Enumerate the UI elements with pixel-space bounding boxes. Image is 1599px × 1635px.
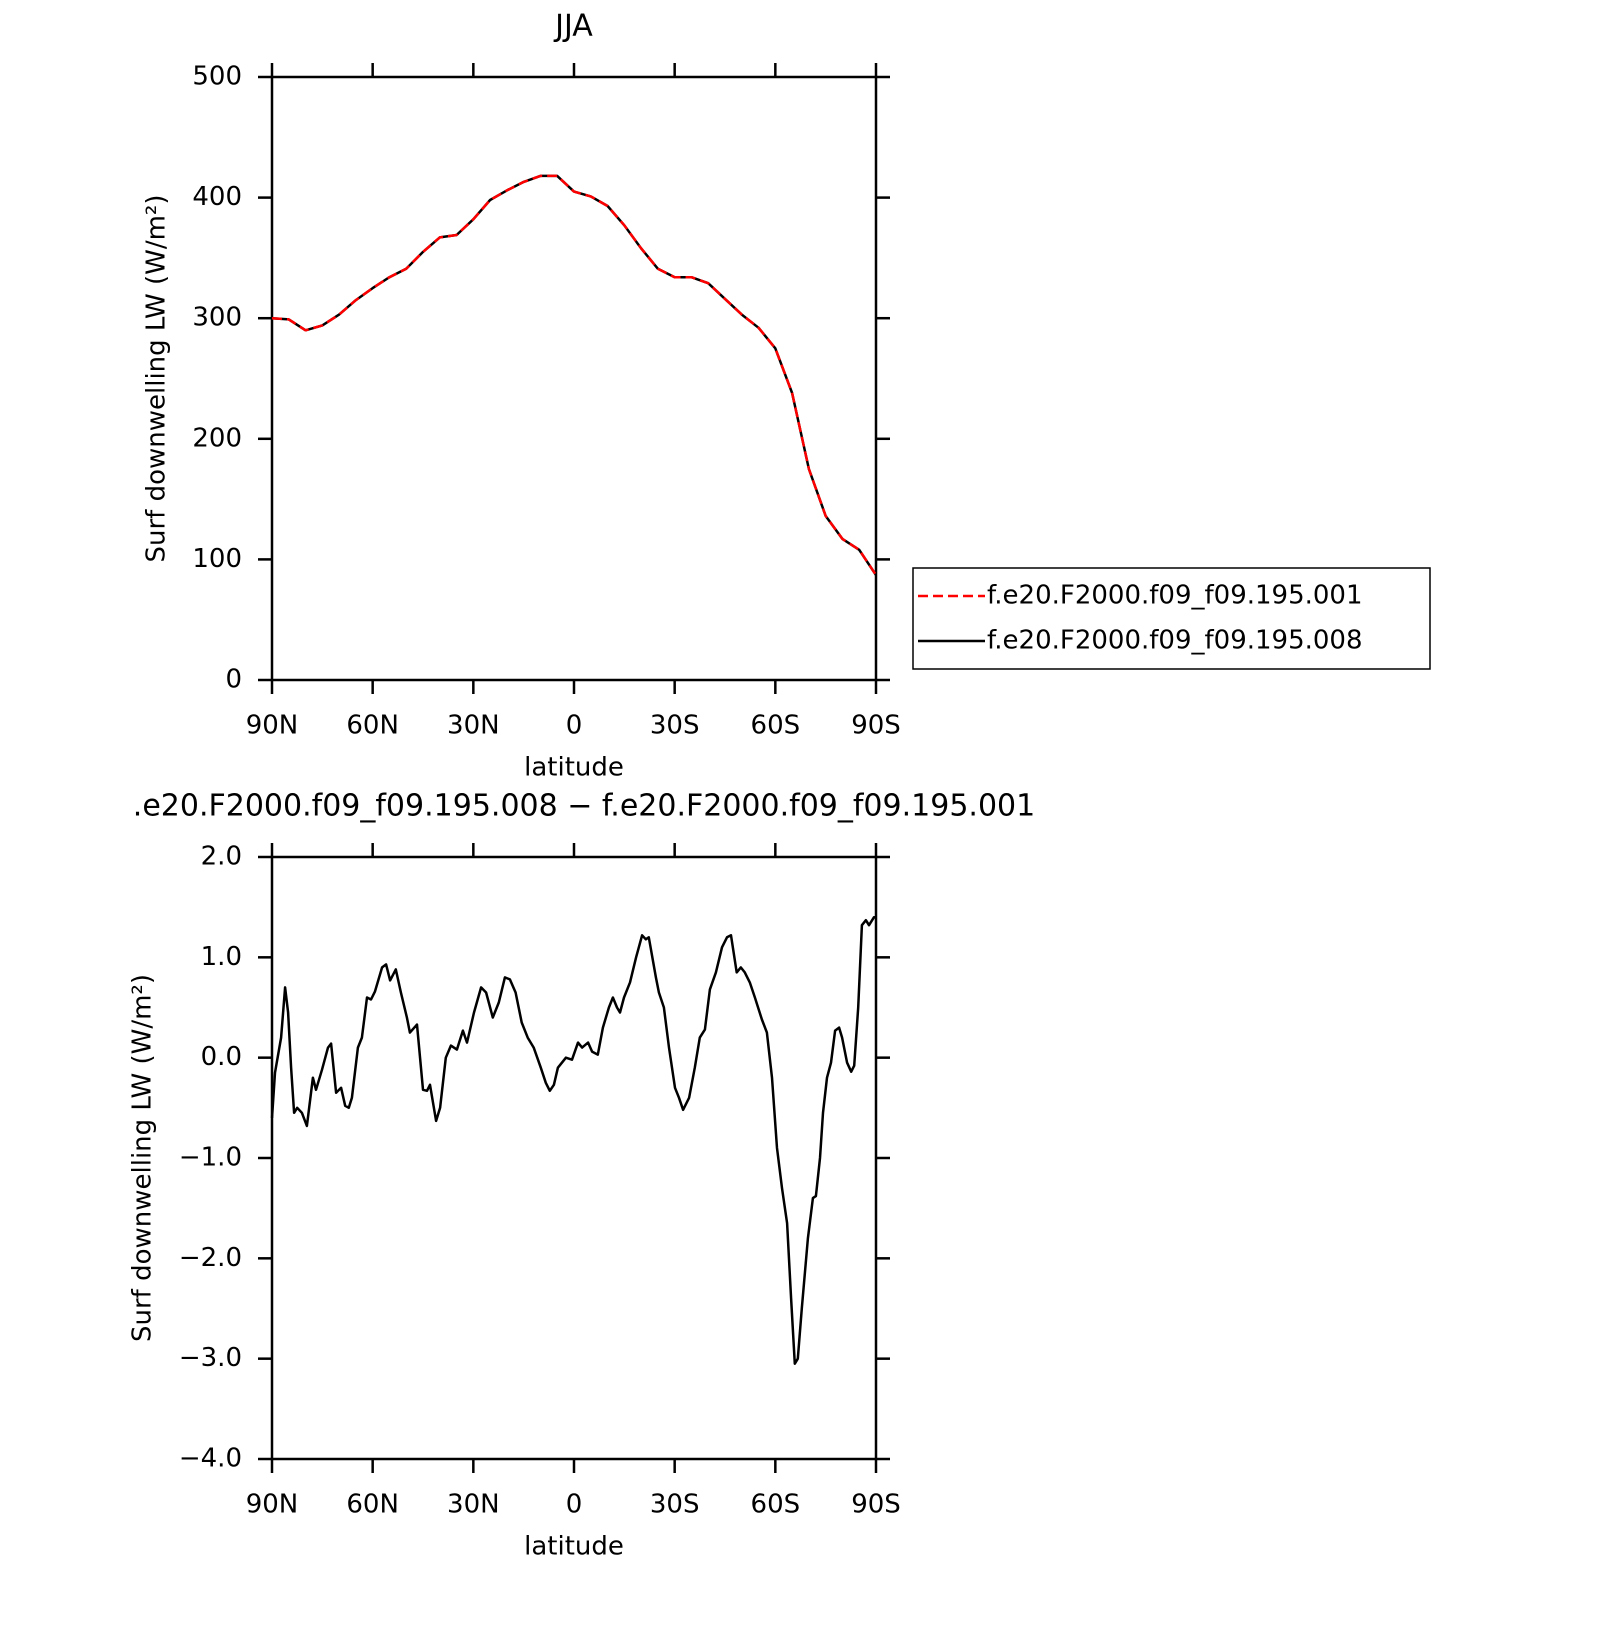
- y-tick-label: −2.0: [179, 1243, 242, 1273]
- x-tick-label: 90S: [851, 711, 901, 741]
- y-tick-label: −3.0: [179, 1343, 242, 1373]
- y-tick-label: 400: [192, 182, 242, 212]
- x-tick-label: 0: [566, 711, 583, 741]
- x-axis-label: latitude: [524, 753, 624, 783]
- y-tick-label: 2.0: [201, 842, 242, 872]
- x-tick-label: 0: [566, 1490, 583, 1520]
- x-tick-label: 30S: [650, 1490, 700, 1520]
- y-tick-label: 200: [192, 423, 242, 453]
- legend-box: [912, 567, 1431, 670]
- data-line: [270, 915, 876, 1365]
- plot-frame: [270, 855, 878, 1461]
- x-tick-label: 90S: [851, 1490, 901, 1520]
- x-tick-label: 30N: [447, 711, 500, 741]
- legend-label: f.e20.F2000.f09_f09.195.008: [987, 626, 1363, 656]
- y-tick-label: −1.0: [179, 1143, 242, 1173]
- x-tick-label: 60S: [751, 1490, 801, 1520]
- x-tick-label: 30N: [447, 1490, 500, 1520]
- y-tick-label: 0.0: [201, 1042, 242, 1072]
- y-tick-label: 300: [192, 303, 242, 333]
- x-tick-label: 30S: [650, 711, 700, 741]
- x-tick-label: 90N: [246, 1490, 299, 1520]
- x-tick-label: 60N: [346, 711, 399, 741]
- data-line: [271, 174, 878, 576]
- y-axis-label: Surf downwelling LW (W/m²): [142, 195, 172, 563]
- x-tick-label: 90N: [246, 711, 299, 741]
- y-tick-label: 100: [192, 544, 242, 574]
- chart-title: .e20.F2000.f09_f09.195.008 − f.e20.F2000…: [133, 789, 1035, 824]
- x-tick-label: 60S: [751, 711, 801, 741]
- x-tick-label: 60N: [346, 1490, 399, 1520]
- x-axis-label: latitude: [524, 1532, 624, 1562]
- y-tick-label: 0: [225, 665, 242, 695]
- legend-label: f.e20.F2000.f09_f09.195.001: [987, 581, 1363, 611]
- chart-title: JJA: [553, 9, 593, 44]
- y-tick-label: 1.0: [201, 942, 242, 972]
- y-axis-label: Surf downwelling LW (W/m²): [128, 974, 158, 1342]
- y-tick-label: 500: [192, 62, 242, 92]
- data-line: [271, 174, 878, 576]
- y-tick-label: −4.0: [179, 1444, 242, 1474]
